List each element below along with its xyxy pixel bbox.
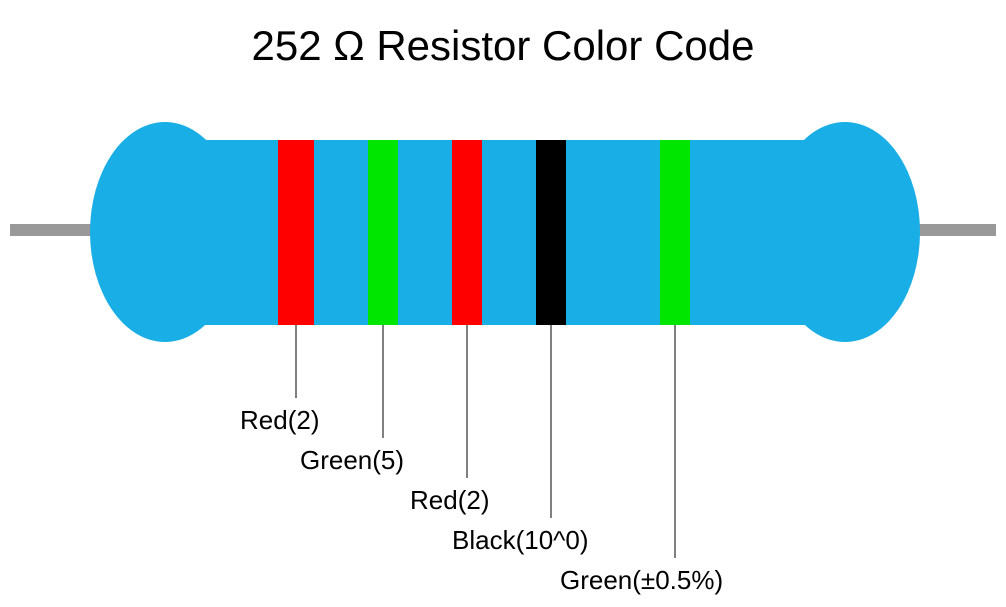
band-1 [368,140,398,325]
resistor-diagram [0,0,1006,607]
band-label-4: Green(±0.5%) [560,565,723,596]
resistor-body [90,122,920,342]
band-0 [278,140,314,325]
band-2 [452,140,482,325]
leader-lines [296,325,675,558]
cap-left [90,122,240,342]
band-label-0: Red(2) [240,405,319,436]
band-3 [536,140,566,325]
band-label-1: Green(5) [300,445,404,476]
band-label-3: Black(10^0) [452,525,588,556]
band-4 [660,140,690,325]
band-label-2: Red(2) [410,485,489,516]
cap-right [770,122,920,342]
